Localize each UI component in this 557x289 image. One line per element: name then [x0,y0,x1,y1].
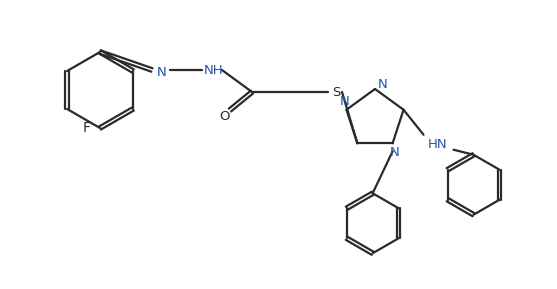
Text: N: N [390,146,399,159]
Text: F: F [83,121,91,135]
Text: HN: HN [428,138,447,151]
Text: NH: NH [204,64,224,77]
Text: N: N [340,95,349,108]
Text: N: N [157,66,167,79]
Text: S: S [332,86,340,99]
Text: O: O [219,110,229,123]
Text: N: N [378,77,388,90]
